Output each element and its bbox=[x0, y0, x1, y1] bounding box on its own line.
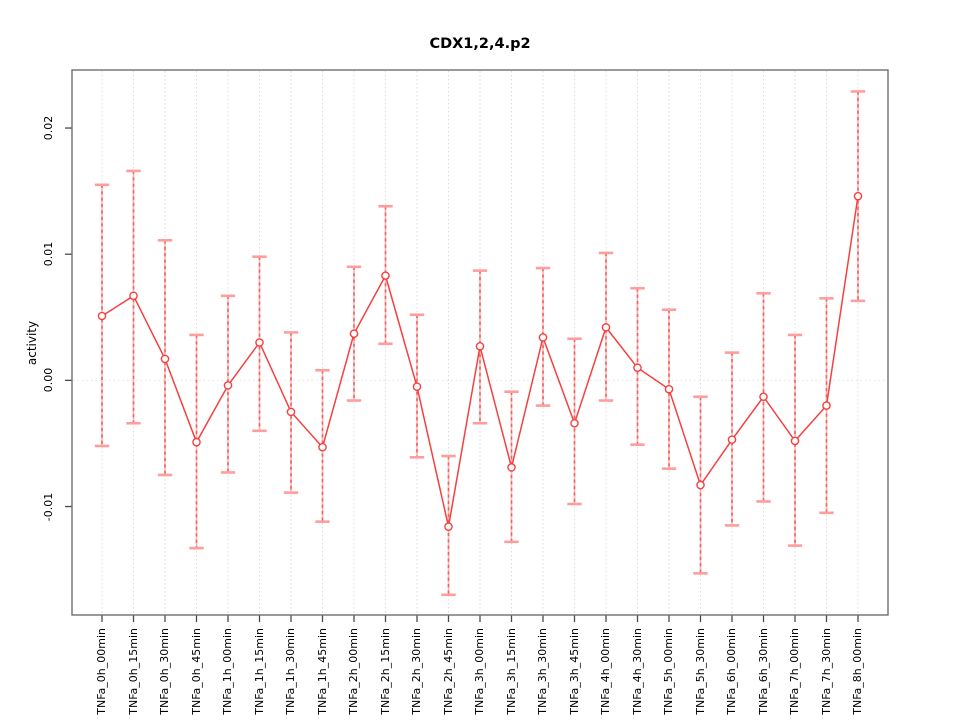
y-tick-label: 0.01 bbox=[42, 241, 55, 267]
x-tick-label: TNFa_1h_45min bbox=[315, 628, 329, 715]
x-tick-label: TNFa_3h_00min bbox=[473, 628, 486, 715]
data-point-marker bbox=[822, 401, 831, 410]
data-point-marker bbox=[160, 354, 170, 364]
x-tick-label: TNFa_0h_30min bbox=[158, 628, 171, 715]
data-point-marker bbox=[255, 338, 264, 347]
y-tick-label: 0.02 bbox=[42, 115, 55, 141]
x-tick-label: TNFa_0h_15min bbox=[126, 628, 140, 715]
data-point-marker bbox=[570, 418, 579, 428]
x-tick-label: TNFa_5h_00min bbox=[662, 628, 675, 715]
x-tick-label: TNFa_2h_30min bbox=[410, 628, 423, 715]
x-tick-label: TNFa_3h_15min bbox=[504, 628, 518, 715]
x-tick-label: TNFa_3h_45min bbox=[567, 628, 581, 715]
x-tick-label: TNFa_6h_00min bbox=[725, 628, 738, 715]
x-tick-label: TNFa_1h_15min bbox=[252, 628, 266, 715]
data-point-marker bbox=[318, 442, 327, 452]
data-point-marker bbox=[192, 437, 201, 447]
y-tick-label: -0.01 bbox=[42, 492, 55, 521]
data-point-marker bbox=[97, 311, 107, 321]
data-point-marker bbox=[349, 329, 359, 338]
x-tick-label: TNFa_3h_30min bbox=[536, 628, 549, 715]
data-point-marker bbox=[601, 323, 611, 332]
data-point-marker bbox=[475, 341, 485, 351]
x-tick-label: TNFa_6h_30min bbox=[756, 628, 770, 715]
x-tick-label: TNFa_4h_00min bbox=[599, 628, 612, 715]
data-point-marker bbox=[381, 271, 390, 280]
x-tick-label: TNFa_7h_00min bbox=[788, 628, 801, 715]
x-tick-label: TNFa_7h_30min bbox=[819, 628, 833, 715]
y-tick-label: 0.00 bbox=[42, 368, 55, 393]
x-tick-label: TNFa_2h_00min bbox=[347, 628, 360, 715]
data-point-marker bbox=[790, 436, 800, 446]
x-tick-label: TNFa_1h_30min bbox=[284, 628, 297, 715]
data-point-marker bbox=[223, 381, 233, 390]
data-point-marker bbox=[444, 522, 453, 531]
plot-border bbox=[71, 69, 889, 616]
x-tick-label: TNFa_0h_45min bbox=[189, 628, 203, 715]
data-point-marker bbox=[633, 363, 642, 373]
data-point-marker bbox=[853, 191, 863, 201]
x-tick-label: TNFa_2h_15min bbox=[378, 628, 392, 715]
data-point-marker bbox=[696, 480, 705, 490]
data-point-marker bbox=[759, 392, 768, 402]
x-tick-label: TNFa_8h_00min bbox=[851, 628, 864, 715]
x-tick-label: TNFa_4h_30min bbox=[630, 628, 644, 715]
data-point-marker bbox=[664, 384, 674, 394]
x-tick-label: TNFa_0h_00min bbox=[95, 628, 108, 715]
x-tick-label: TNFa_5h_30min bbox=[693, 628, 707, 715]
data-point-marker bbox=[727, 435, 737, 444]
data-point-marker bbox=[538, 333, 548, 342]
data-point-marker bbox=[507, 463, 516, 472]
x-tick-label: TNFa_2h_45min bbox=[441, 628, 455, 715]
chart-title: CDX1,2,4.p2 bbox=[429, 36, 531, 52]
x-tick-label: TNFa_1h_00min bbox=[221, 628, 234, 715]
data-point-marker bbox=[286, 407, 296, 417]
data-point-marker bbox=[129, 291, 138, 301]
data-point-marker bbox=[412, 382, 422, 391]
